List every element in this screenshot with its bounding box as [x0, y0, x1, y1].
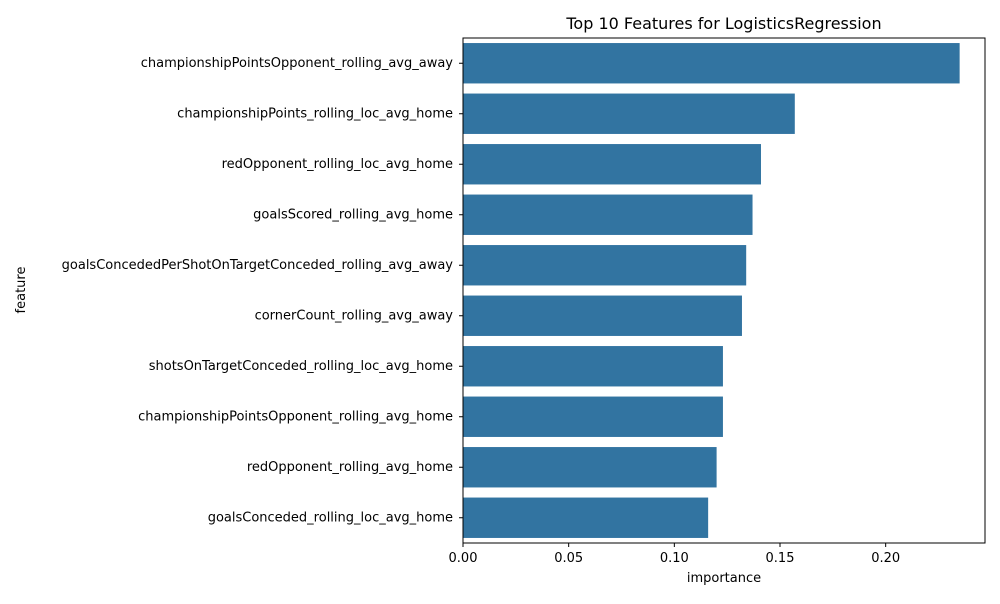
x-axis-ticks: 0.00 0.05 0.10 0.15 0.20: [449, 543, 900, 566]
bar: [463, 43, 960, 84]
y-tick-label: shotsOnTargetConceded_rolling_loc_avg_ho…: [149, 359, 453, 374]
y-tick-label: redOpponent_rolling_loc_avg_home: [222, 157, 453, 172]
bar: [463, 245, 747, 286]
bar: [463, 497, 709, 538]
bar: [463, 447, 717, 488]
y-tick-label: goalsConceded_rolling_loc_avg_home: [208, 510, 453, 525]
bar: [463, 144, 761, 185]
y-tick-label: goalsScored_rolling_avg_home: [253, 207, 453, 222]
y-axis-label: feature: [14, 267, 29, 314]
bar: [463, 194, 753, 235]
x-tick-label: 0.00: [449, 551, 478, 566]
y-tick-label: championshipPointsOpponent_rolling_avg_h…: [138, 409, 453, 424]
y-tick-label: goalsConcededPerShotOnTargetConceded_rol…: [62, 258, 454, 273]
bar: [463, 93, 795, 134]
x-tick-label: 0.10: [660, 551, 689, 566]
y-tick-label: cornerCount_rolling_avg_away: [255, 308, 454, 323]
chart-title: Top 10 Features for LogisticsRegression: [565, 14, 881, 33]
x-axis-label: importance: [687, 571, 761, 586]
x-tick-label: 0.15: [766, 551, 795, 566]
y-tick-label: championshipPoints_rolling_loc_avg_home: [177, 106, 453, 121]
x-tick-label: 0.05: [554, 551, 583, 566]
bar: [463, 295, 742, 336]
bar: [463, 346, 723, 387]
x-tick-label: 0.20: [871, 551, 900, 566]
bars-group: [463, 43, 960, 538]
y-tick-label: redOpponent_rolling_avg_home: [247, 460, 453, 475]
y-axis-ticks: championshipPointsOpponent_rolling_avg_a…: [62, 56, 463, 525]
plot-frame: [462, 37, 986, 544]
bar: [463, 396, 723, 437]
y-tick-label: championshipPointsOpponent_rolling_avg_a…: [141, 56, 454, 71]
